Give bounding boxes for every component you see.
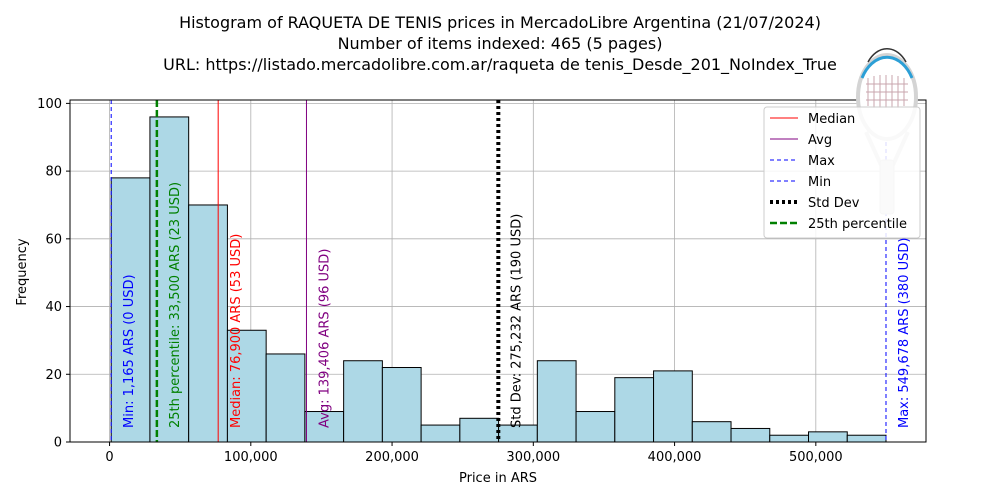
reference-line-labels: Median: 76,900 ARS (53 USD) Avg: 139,406 … <box>122 182 912 428</box>
chart-titles: Histogram of RAQUETA DE TENIS prices in … <box>0 12 1000 75</box>
y-tick-label: 60 <box>45 232 62 247</box>
y-tick-label: 40 <box>45 300 62 315</box>
legend-label: Min <box>808 175 831 190</box>
histogram-bar <box>188 204 228 443</box>
x-tick-label: 500,000 <box>789 450 843 465</box>
x-tick-label: 300,000 <box>506 450 560 465</box>
reference-line-label: Median: 76,900 ARS (53 USD) <box>229 234 244 428</box>
histogram-bar <box>575 411 616 443</box>
x-axis: 0 100,000 200,000 300,000 400,000 500,000 <box>105 442 843 465</box>
reference-line-label: Max: 549,678 ARS (380 USD) <box>897 238 912 428</box>
x-tick-label: 0 <box>105 450 113 465</box>
y-axis-label: Frequency <box>15 238 30 305</box>
x-axis-label: Price in ARS <box>459 471 537 486</box>
chart-legend: Median Avg Max Min Std Dev 25th percentile <box>763 106 921 239</box>
histogram-bar <box>459 417 500 443</box>
chart-title: Histogram of RAQUETA DE TENIS prices in … <box>179 13 821 32</box>
chart-subtitle-items: Number of items indexed: 465 (5 pages) <box>337 34 663 53</box>
histogram-bar <box>730 427 771 443</box>
histogram-bar <box>420 424 461 443</box>
legend-label: Max <box>808 154 835 169</box>
histogram-bar <box>846 434 887 443</box>
chart-subtitle-url: URL: https://listado.mercadolibre.com.ar… <box>163 55 837 74</box>
legend-label: Avg <box>808 133 832 148</box>
legend-label: Std Dev <box>808 196 860 211</box>
legend-label: Median <box>808 112 855 127</box>
histogram-bar <box>343 360 383 443</box>
histogram-bar <box>536 360 577 443</box>
legend-label: 25th percentile <box>808 217 907 232</box>
histogram-bar <box>265 353 306 443</box>
reference-line-label: 25th percentile: 33,500 ARS (23 USD) <box>168 182 183 428</box>
histogram-bars <box>110 116 887 443</box>
x-tick-label: 200,000 <box>365 450 419 465</box>
reference-line-label: Min: 1,165 ARS (0 USD) <box>122 274 137 428</box>
y-tick-label: 20 <box>45 368 62 383</box>
y-tick-label: 0 <box>54 436 62 451</box>
y-tick-label: 100 <box>37 97 62 112</box>
histogram-bar <box>808 431 848 443</box>
histogram-bar <box>769 434 810 443</box>
histogram-bar <box>691 421 732 443</box>
histogram-bar <box>614 377 655 443</box>
histogram-bar <box>653 370 693 443</box>
histogram-bar <box>381 367 422 443</box>
histogram-bar <box>110 177 151 443</box>
y-axis: 0 20 40 60 80 100 <box>37 97 70 451</box>
y-tick-label: 80 <box>45 165 62 180</box>
reference-line-label: Std Dev: 275,232 ARS (190 USD) <box>509 214 524 428</box>
x-tick-label: 400,000 <box>648 450 702 465</box>
reference-lines <box>110 100 887 442</box>
plot-frame <box>69 99 927 443</box>
x-tick-label: 100,000 <box>224 450 278 465</box>
reference-line-label: Avg: 139,406 ARS (96 USD) <box>317 249 332 428</box>
